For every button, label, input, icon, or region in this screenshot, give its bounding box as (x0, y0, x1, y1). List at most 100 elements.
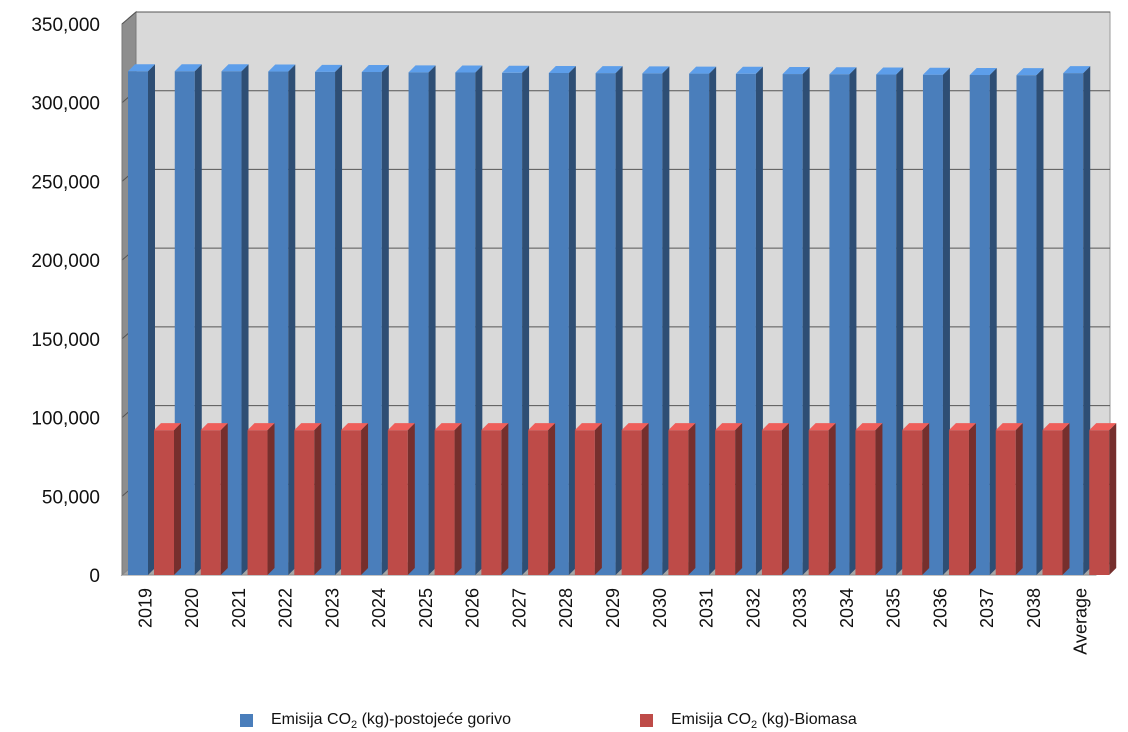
bar-top (528, 423, 556, 431)
bar-top (361, 65, 389, 73)
bar-top (808, 423, 836, 431)
bar-biomass (341, 423, 369, 575)
bar-side (781, 423, 789, 575)
bar-front (808, 430, 829, 575)
x-tick-label: 2028 (556, 588, 576, 628)
bar-top (668, 423, 696, 431)
bar-top (595, 66, 623, 74)
legend-label-existing-fuel: Emisija CO2 (kg)-postojeće gorivo (271, 711, 511, 732)
x-tick-label: 2030 (650, 588, 670, 628)
bar-biomass (715, 423, 743, 575)
x-tick-label: 2023 (322, 588, 342, 628)
y-tick-label: 200,000 (31, 251, 100, 272)
bar-top (969, 68, 997, 76)
x-tick-label: 2038 (1024, 588, 1044, 628)
bar-side (220, 423, 228, 575)
x-tick-label: 2024 (369, 588, 389, 628)
bar-biomass (200, 423, 228, 575)
bar-side (594, 423, 602, 575)
bar-top (876, 67, 904, 75)
bar-side (688, 423, 696, 575)
bar-side (849, 67, 857, 575)
y-tick-label: 50,000 (42, 487, 100, 508)
bar-side (174, 423, 181, 575)
legend-swatch-biomass (640, 713, 653, 727)
bar-front (995, 430, 1016, 575)
bar-biomass (855, 423, 883, 575)
bar-biomass (387, 423, 415, 575)
bar-biomass (761, 423, 789, 575)
bar-top (948, 423, 976, 431)
bar-side (407, 423, 415, 575)
bar-top (829, 67, 857, 75)
bar-top (1016, 68, 1044, 76)
bar-side (1062, 423, 1070, 575)
bar-top (481, 423, 509, 431)
x-tick-label: 2025 (416, 588, 436, 628)
bar-biomass (434, 423, 462, 575)
bar-front (621, 430, 642, 575)
bar-top (855, 423, 883, 431)
bar-top (455, 65, 483, 73)
bar-side (662, 66, 670, 576)
bar-top (621, 423, 649, 431)
bar-side (922, 423, 930, 575)
y-tick-label: 150,000 (31, 330, 100, 351)
bar-top (689, 66, 717, 74)
x-tick-label: 2034 (837, 588, 857, 628)
bar-top (1089, 423, 1117, 431)
bar-top (902, 423, 930, 431)
bar-front (247, 430, 268, 575)
bar-side (194, 64, 202, 575)
bar-top (1063, 66, 1091, 74)
x-tick-label: 2029 (603, 588, 623, 628)
bar-top (642, 66, 670, 74)
legend-swatch-existing-fuel (240, 713, 253, 727)
bar-side (968, 423, 976, 575)
bar-side (568, 65, 576, 575)
bar-front (855, 430, 876, 575)
bar-biomass (247, 423, 275, 575)
x-tick-label: 2022 (276, 588, 296, 628)
bar-top (1042, 423, 1070, 431)
bar-front (1089, 430, 1110, 575)
bar-biomass (995, 423, 1023, 575)
bar-biomass (621, 423, 649, 575)
bar-front (341, 430, 362, 575)
bar-top (341, 423, 369, 431)
legend-item-existing-fuel: Emisija CO2 (kg)-postojeće gorivo (240, 710, 511, 732)
bar-side (475, 65, 483, 575)
bar-side (335, 64, 343, 576)
bar-existing-fuel (128, 64, 155, 575)
bar-side (735, 423, 743, 575)
bar-front (948, 430, 969, 575)
bars (128, 64, 1117, 576)
x-tick-label: Average (1071, 588, 1091, 655)
y-tick-label: 0 (89, 566, 100, 587)
bar-top (922, 67, 950, 75)
bar-top (995, 423, 1023, 431)
bar-side (1036, 68, 1044, 576)
bar-side (615, 66, 623, 576)
y-tick-label: 100,000 (31, 409, 100, 430)
bar-biomass (294, 423, 322, 575)
bar-biomass (948, 423, 976, 575)
bar-side (828, 423, 836, 575)
bar-front (715, 430, 736, 575)
bar-side (381, 65, 389, 575)
bar-top (715, 423, 743, 431)
legend: Emisija CO2 (kg)-postojeće gorivo Emisij… (0, 702, 1128, 732)
bar-side (709, 66, 717, 575)
bar-side (148, 64, 155, 575)
bar-side (641, 423, 649, 575)
bar-top (128, 64, 155, 72)
bar-top (221, 64, 249, 72)
bar-front (200, 430, 221, 575)
bar-top (268, 64, 296, 72)
bar-side (989, 68, 997, 575)
y-tick-label: 350,000 (31, 15, 100, 36)
x-tick-label: 2031 (697, 588, 717, 628)
bar-front (154, 430, 174, 575)
bar-top (200, 423, 228, 431)
x-tick-label: 2036 (930, 588, 950, 628)
